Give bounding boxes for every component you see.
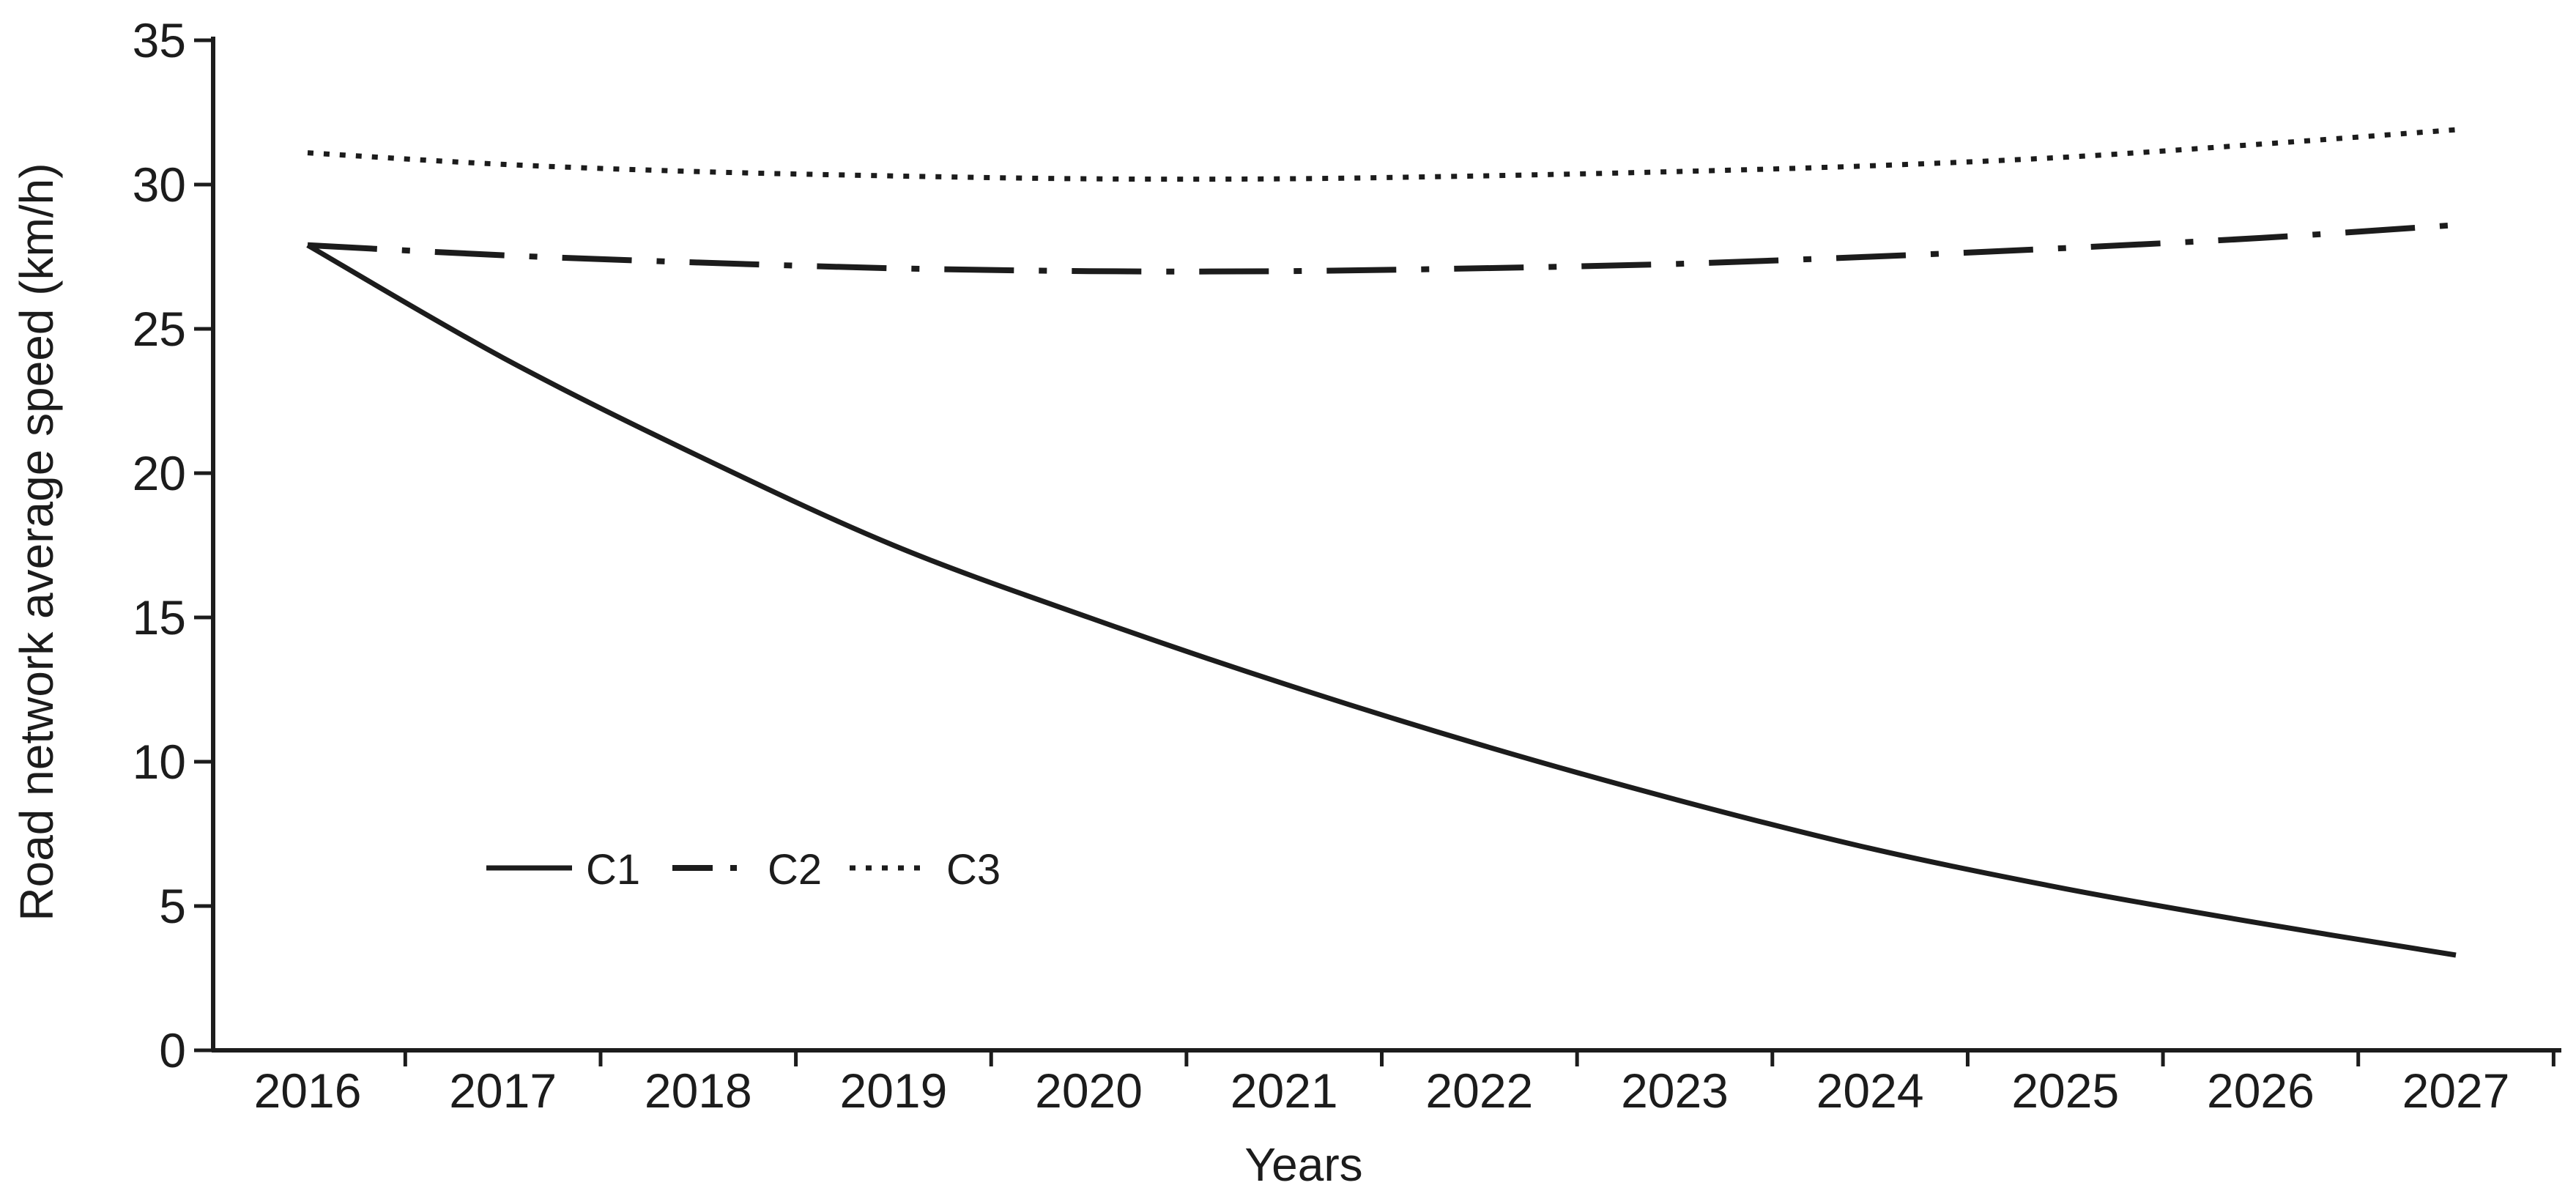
- y-tick-label: 0: [159, 1023, 186, 1077]
- legend-label: C1: [586, 846, 640, 894]
- y-tick-label: 10: [133, 735, 186, 789]
- y-tick-label: 20: [133, 446, 186, 500]
- series-C3-line: [307, 127, 2457, 182]
- x-tick-label: 2026: [2207, 1063, 2315, 1118]
- legend-item-C1: C1: [486, 846, 640, 894]
- legend-item-C2: C2: [672, 846, 822, 894]
- y-tick-label: 30: [133, 157, 186, 212]
- series-C1-line: [306, 242, 2457, 958]
- legend-item-C3: C3: [850, 846, 1001, 894]
- legend-label: C2: [768, 846, 822, 894]
- y-tick-label: 35: [133, 13, 186, 67]
- series-C2-line: [307, 222, 2457, 275]
- x-tick-label: 2019: [840, 1063, 948, 1118]
- x-tick-label: 2025: [2011, 1063, 2119, 1118]
- y-axis-title: Road network average speed (km/h): [10, 163, 63, 921]
- y-tick-label: 25: [133, 302, 186, 356]
- x-tick-label: 2021: [1231, 1063, 1338, 1118]
- axes: [194, 37, 2561, 1066]
- x-tick-label: 2016: [254, 1063, 362, 1118]
- x-tick-label: 2027: [2402, 1063, 2510, 1118]
- x-tick-label: 2022: [1425, 1063, 1533, 1118]
- legend: C1 C2 C3: [486, 846, 1001, 894]
- x-tick-label: 2024: [1816, 1063, 1924, 1118]
- x-tick-label: 2018: [645, 1063, 752, 1118]
- x-tick-label: 2020: [1035, 1063, 1143, 1118]
- series-lines: [306, 127, 2457, 958]
- x-tick-label: 2017: [449, 1063, 557, 1118]
- x-tick-label: 2023: [1621, 1063, 1729, 1118]
- y-tick-label: 15: [133, 590, 186, 645]
- x-axis-title: Years: [1244, 1138, 1362, 1191]
- y-tick-label: 5: [159, 879, 186, 933]
- legend-label: C3: [946, 846, 1001, 894]
